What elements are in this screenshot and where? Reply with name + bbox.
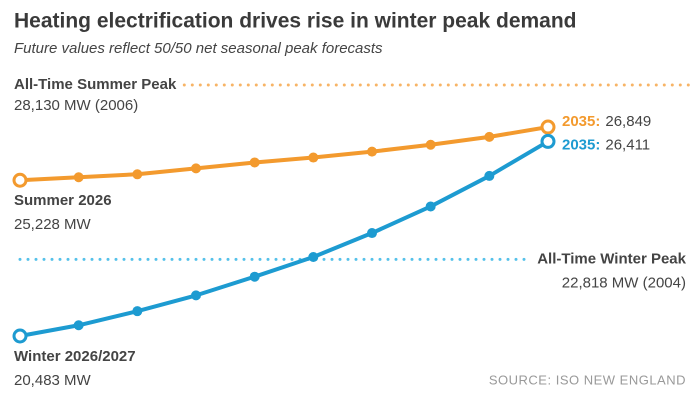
point [484, 170, 495, 181]
point [484, 131, 495, 142]
reference-value-label: 28,130 MW (2006) [14, 97, 138, 114]
point [12, 172, 28, 188]
value-label: 26,411 [605, 136, 650, 153]
source: SOURCE: ISO NEW ENGLAND [489, 372, 686, 387]
chart-subtitle: Future values reflect 50/50 net seasonal… [14, 40, 383, 57]
point [249, 271, 260, 282]
value-label: 25,228 MW [14, 216, 92, 233]
reference-value-label: 22,818 MW (2004) [562, 274, 686, 291]
point [540, 133, 556, 149]
point [73, 320, 84, 331]
value-label: 20,483 MW [14, 372, 92, 389]
reference-label: All-Time Summer Peak [14, 76, 177, 93]
end-year: 2035: [562, 113, 600, 130]
point [425, 139, 436, 150]
point [191, 163, 201, 174]
point [308, 251, 319, 262]
point [249, 157, 260, 168]
point [73, 172, 84, 183]
point [540, 119, 556, 135]
point [425, 201, 436, 212]
end-label: 2035: 26,849 [562, 113, 651, 130]
point [191, 290, 201, 301]
series-line [19, 139, 550, 338]
end-label: 2035: 26,411 [562, 136, 650, 153]
reference-label: All-Time Winter Peak [537, 250, 686, 267]
chart-title: Heating electrification drives rise in w… [14, 10, 577, 33]
series-line [19, 125, 549, 183]
point [367, 228, 377, 239]
point [308, 152, 319, 163]
value-label: 26,849 [605, 113, 651, 130]
point [367, 146, 377, 157]
point [132, 169, 143, 180]
point [12, 328, 28, 344]
series-name: Winter 2026/2027 [14, 348, 136, 365]
series-name: Summer 2026 [14, 192, 112, 209]
end-year: 2035: [562, 136, 600, 153]
point [132, 306, 143, 317]
